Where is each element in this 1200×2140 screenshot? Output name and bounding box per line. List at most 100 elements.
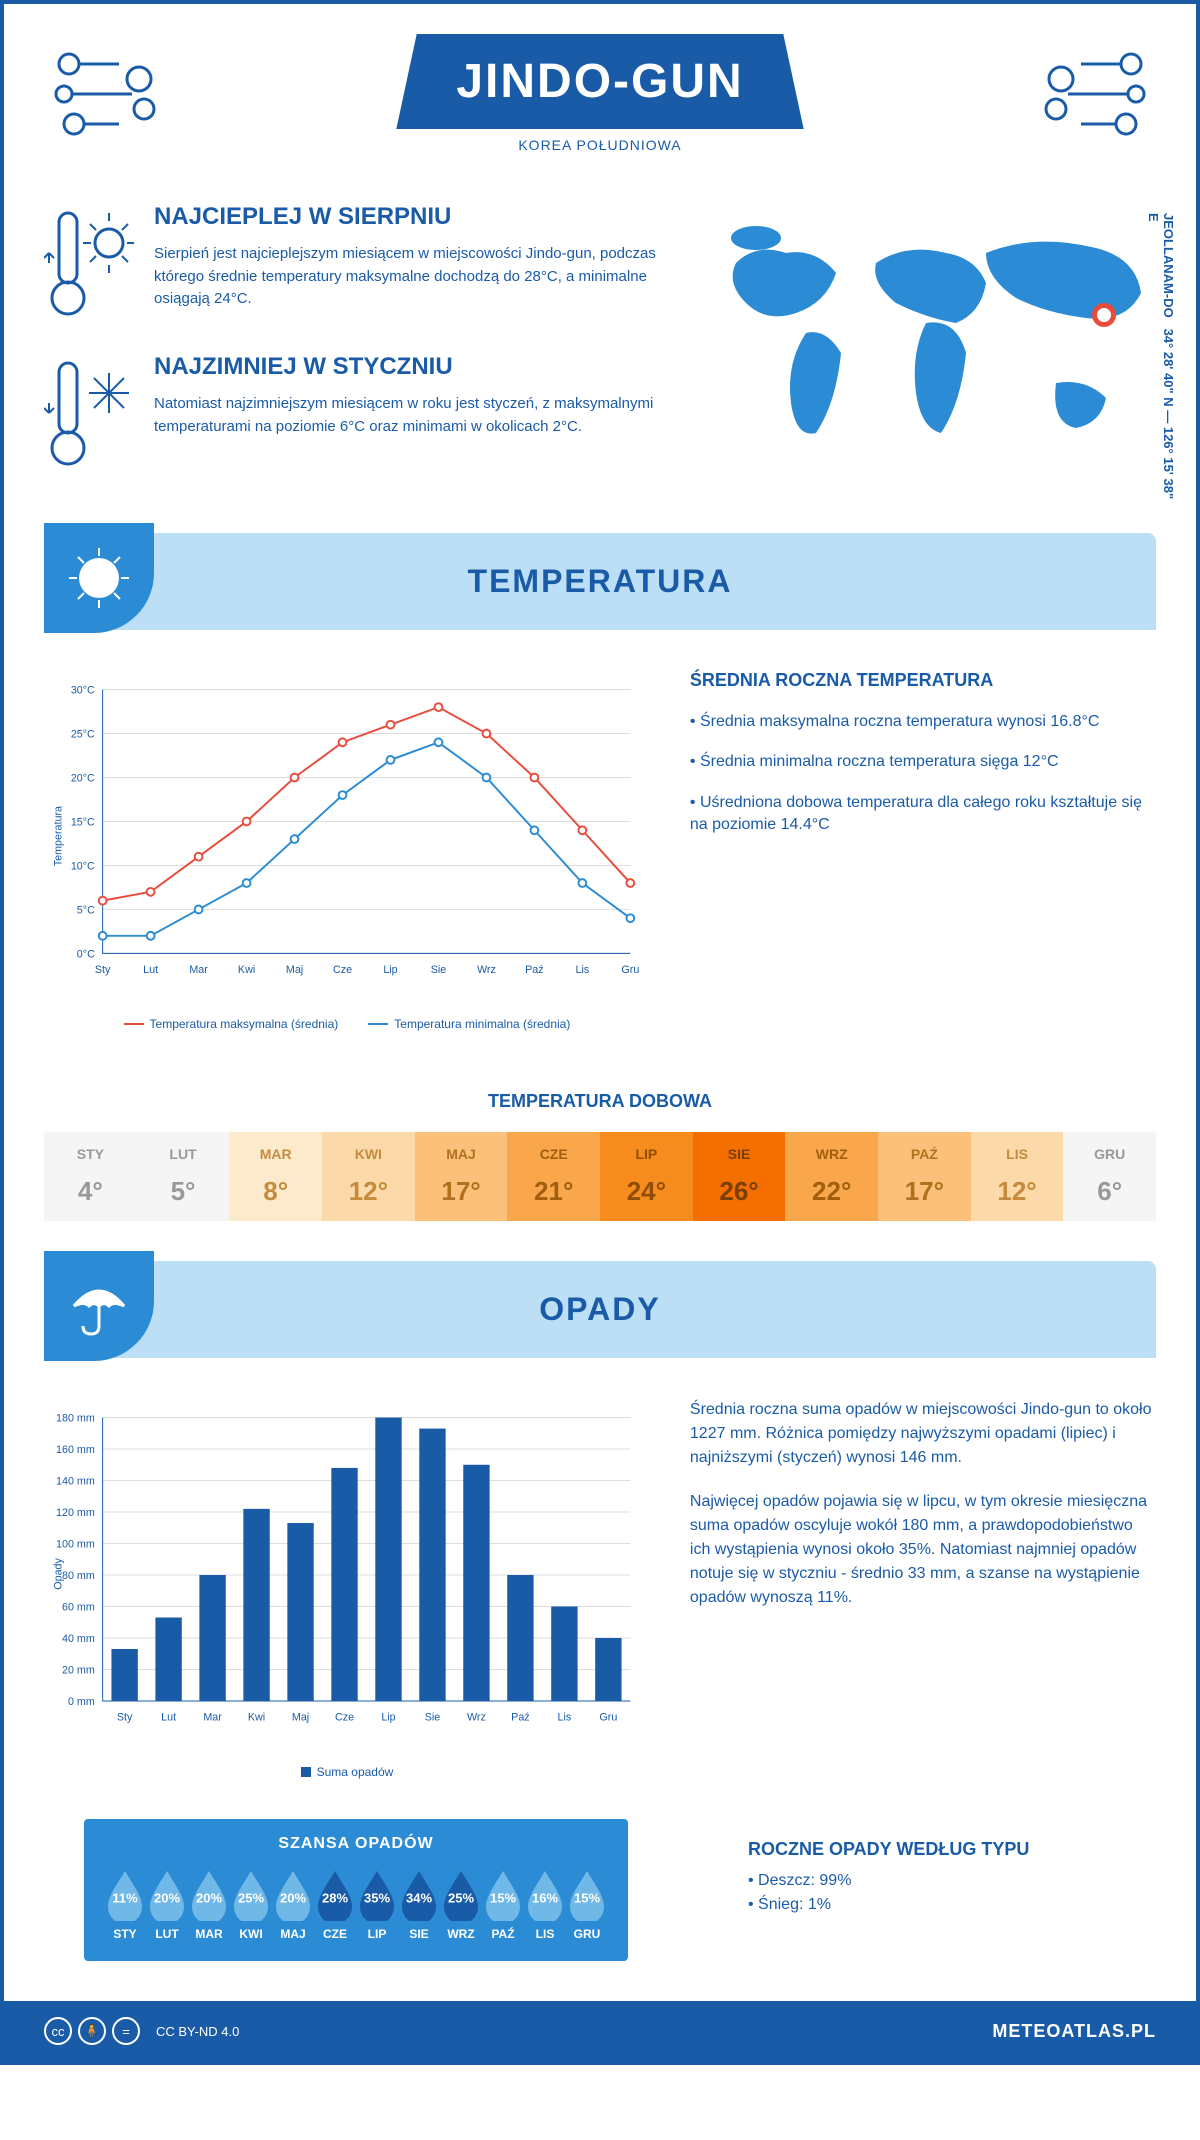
temp-info: ŚREDNIA ROCZNA TEMPERATURA • Średnia mak…: [690, 670, 1156, 1031]
chance-item: 28% CZE: [314, 1869, 356, 1941]
chance-title: SZANSA OPADÓW: [104, 1835, 608, 1853]
svg-text:Sty: Sty: [95, 964, 111, 976]
temp-title: TEMPERATURA: [84, 563, 1116, 600]
precip-title: OPADY: [84, 1291, 1116, 1328]
svg-text:80 mm: 80 mm: [62, 1570, 95, 1582]
daytemp-cell: WRZ22°: [785, 1132, 878, 1221]
svg-text:60 mm: 60 mm: [62, 1602, 95, 1614]
precip-section-header: OPADY: [44, 1261, 1156, 1358]
sun-icon: [44, 523, 154, 633]
chance-item: 16% LIS: [524, 1869, 566, 1941]
chance-box: SZANSA OPADÓW 11% STY 20% LUT 20% MAR 25…: [84, 1819, 628, 1961]
chance-item: 15% PAŹ: [482, 1869, 524, 1941]
svg-text:Gru: Gru: [599, 1712, 617, 1724]
daytemp-cell: SIE26°: [693, 1132, 786, 1221]
daytemp-cell: GRU6°: [1063, 1132, 1156, 1221]
chance-item: 15% GRU: [566, 1869, 608, 1941]
warmest-block: NAJCIEPLEJ W SIERPNIU Sierpień jest najc…: [44, 203, 656, 323]
chance-item: 25% KWI: [230, 1869, 272, 1941]
page-title: JINDO-GUN: [456, 54, 743, 109]
svg-text:Lis: Lis: [576, 964, 590, 976]
page-subtitle: KOREA POŁUDNIOWA: [164, 137, 1036, 153]
daytemp-cell: STY4°: [44, 1132, 137, 1221]
svg-text:180 mm: 180 mm: [56, 1413, 95, 1425]
chance-item: 35% LIP: [356, 1869, 398, 1941]
world-map: JEOLLANAM-DO 34° 28' 40" N — 126° 15' 38…: [696, 203, 1156, 503]
chance-item: 25% WRZ: [440, 1869, 482, 1941]
daily-temp-title: TEMPERATURA DOBOWA: [4, 1091, 1196, 1112]
by-icon: 🧍: [78, 2017, 106, 2045]
daytemp-cell: LIS12°: [971, 1132, 1064, 1221]
svg-text:Opady: Opady: [53, 1558, 65, 1590]
map-marker-icon: [1092, 303, 1116, 327]
svg-text:Lip: Lip: [383, 964, 397, 976]
precip-type-title: ROCZNE OPADY WEDŁUG TYPU: [748, 1839, 1116, 1860]
svg-text:Wrz: Wrz: [477, 964, 496, 976]
svg-text:100 mm: 100 mm: [56, 1539, 95, 1551]
umbrella-icon: [44, 1251, 154, 1361]
header: JINDO-GUN KOREA POŁUDNIOWA: [4, 4, 1196, 173]
svg-text:Lis: Lis: [558, 1712, 572, 1724]
svg-text:Lip: Lip: [381, 1712, 395, 1724]
daytemp-cell: PAŹ17°: [878, 1132, 971, 1221]
precip-type: ROCZNE OPADY WEDŁUG TYPU • Deszcz: 99% •…: [708, 1819, 1156, 1961]
svg-text:Paź: Paź: [525, 964, 544, 976]
svg-text:160 mm: 160 mm: [56, 1444, 95, 1456]
coldest-title: NAJZIMNIEJ W STYCZNIU: [154, 353, 656, 381]
daytemp-cell: LIP24°: [600, 1132, 693, 1221]
svg-text:20 mm: 20 mm: [62, 1665, 95, 1677]
temp-bullet: • Uśredniona dobowa temperatura dla całe…: [690, 792, 1156, 837]
temp-bullet: • Średnia minimalna roczna temperatura s…: [690, 751, 1156, 773]
license-text: CC BY-ND 4.0: [156, 2024, 239, 2039]
chance-item: 34% SIE: [398, 1869, 440, 1941]
svg-text:Lut: Lut: [143, 964, 158, 976]
chance-item: 20% MAR: [188, 1869, 230, 1941]
svg-text:140 mm: 140 mm: [56, 1476, 95, 1488]
svg-text:5°C: 5°C: [77, 904, 95, 916]
warmest-text: Sierpień jest najcieplejszym miesiącem w…: [154, 243, 656, 311]
svg-text:Kwi: Kwi: [238, 964, 255, 976]
svg-text:Sie: Sie: [425, 1712, 441, 1724]
wind-icon-right: [1036, 44, 1156, 144]
svg-text:0 mm: 0 mm: [68, 1696, 95, 1708]
title-banner: JINDO-GUN: [396, 34, 803, 129]
svg-text:10°C: 10°C: [71, 860, 95, 872]
coldest-text: Natomiast najzimniejszym miesiącem w rok…: [154, 393, 656, 438]
warmest-title: NAJCIEPLEJ W SIERPNIU: [154, 203, 656, 231]
svg-text:40 mm: 40 mm: [62, 1633, 95, 1645]
svg-text:Kwi: Kwi: [248, 1712, 265, 1724]
svg-text:Temperatura: Temperatura: [53, 806, 65, 866]
svg-text:Maj: Maj: [292, 1712, 309, 1724]
temp-section-header: TEMPERATURA: [44, 533, 1156, 630]
svg-text:30°C: 30°C: [71, 684, 95, 696]
svg-text:120 mm: 120 mm: [56, 1507, 95, 1519]
svg-text:20°C: 20°C: [71, 772, 95, 784]
svg-text:Cze: Cze: [335, 1712, 354, 1724]
svg-text:Sty: Sty: [117, 1712, 133, 1724]
svg-text:Sie: Sie: [431, 964, 447, 976]
thermometer-hot-icon: [44, 203, 134, 323]
daytemp-cell: LUT5°: [137, 1132, 230, 1221]
precip-text: Najwięcej opadów pojawia się w lipcu, w …: [690, 1490, 1156, 1610]
wind-icon-left: [44, 44, 164, 144]
daytemp-cell: KWI12°: [322, 1132, 415, 1221]
chance-item: 20% MAJ: [272, 1869, 314, 1941]
temp-line-chart: 0°C5°C10°C15°C20°C25°C30°CStyLutMarKwiMa…: [44, 670, 650, 1031]
coldest-block: NAJZIMNIEJ W STYCZNIU Natomiast najzimni…: [44, 353, 656, 473]
daytemp-cell: MAR8°: [229, 1132, 322, 1221]
precip-legend: Suma opadów: [44, 1765, 650, 1779]
daytemp-cell: MAJ17°: [415, 1132, 508, 1221]
daily-temp-table: STY4°LUT5°MAR8°KWI12°MAJ17°CZE21°LIP24°S…: [44, 1132, 1156, 1221]
footer-brand: METEOATLAS.PL: [992, 2021, 1156, 2042]
svg-text:Wrz: Wrz: [467, 1712, 486, 1724]
footer: cc 🧍 = CC BY-ND 4.0 METEOATLAS.PL: [4, 2001, 1196, 2061]
chance-item: 20% LUT: [146, 1869, 188, 1941]
svg-text:Paź: Paź: [511, 1712, 530, 1724]
cc-license: cc 🧍 = CC BY-ND 4.0: [44, 2017, 239, 2045]
svg-text:0°C: 0°C: [77, 948, 95, 960]
svg-text:Mar: Mar: [189, 964, 208, 976]
precip-snow: • Śnieg: 1%: [748, 1896, 1116, 1914]
precip-info: Średnia roczna suma opadów w miejscowośc…: [690, 1398, 1156, 1779]
svg-text:Maj: Maj: [286, 964, 303, 976]
svg-text:15°C: 15°C: [71, 816, 95, 828]
